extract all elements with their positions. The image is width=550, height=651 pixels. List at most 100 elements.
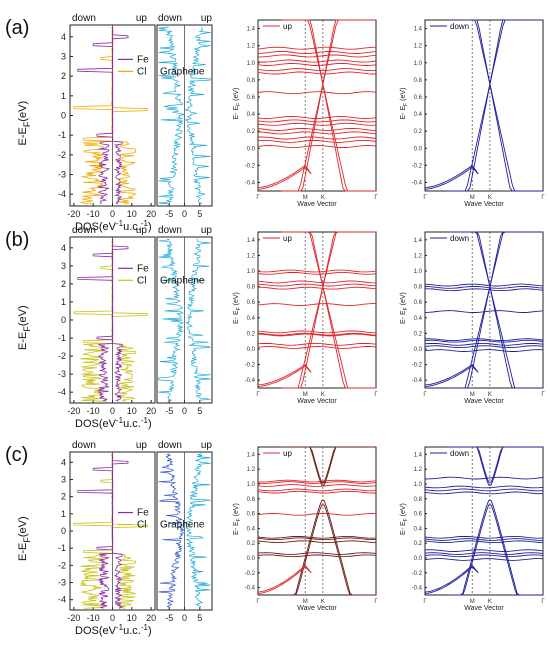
band-ytick-label: 0.2 [247,129,256,135]
low-band [424,365,479,387]
dos-xtick-label: 10 [127,613,137,623]
dos-ylabel-unit: (eV) [17,305,29,326]
kpoint-label: M [470,599,475,605]
low-band [257,166,312,190]
dos-ytick-label: -3 [58,578,66,588]
dirac-band [448,446,543,483]
dos-down-label: down [72,225,96,236]
band-ylabel: E- EF (eV) [233,88,242,120]
flat-band [424,338,544,342]
dos-xlabel-sup2: -1 [141,219,149,228]
dos-xtick-label: -20 [67,613,80,623]
band-ytick-label: 1.0 [247,482,256,488]
fe-down-curve [77,238,113,402]
band-ylabel-unit: (eV) [400,292,407,307]
band-ytick-label: 1.0 [247,61,256,67]
flat-band [257,540,377,544]
dos-ylabel-unit: (eV) [17,101,29,122]
fe-down-curve [77,26,114,205]
dos-xlabel-sup: -1 [116,416,124,425]
band-ytick-label: 0.4 [414,316,423,322]
band-ytick-label: 0.4 [414,526,423,532]
band-ylabel: E- EF (eV) [400,88,409,120]
band-ylabel-sub: F [236,518,242,521]
kpoint-label: K [321,392,325,398]
dos-xlabel-rest: u.c. [123,418,141,430]
flat-band [257,115,377,119]
flat-band [257,346,377,349]
dos-xtick-label: -10 [87,406,100,416]
band-frame [257,446,377,596]
dirac-band [281,19,376,192]
band-ytick-label: 0.6 [247,512,256,518]
graphene-up-label: up [201,440,213,451]
flat-band [257,271,377,275]
band-ytick-label: 0.0 [414,556,423,562]
band-ytick-label: 0.6 [414,95,423,101]
flat-band [257,481,377,484]
band-ytick-label: 1.2 [414,44,423,50]
dos-ytick-label: -1 [58,333,66,343]
band-ytick-label: 0.0 [414,146,423,152]
dos-xtick-label: 10 [127,209,137,219]
dos-ylabel: E-EF(eV) [17,305,32,350]
dos-xlabel-rest: u.c. [123,221,141,233]
band-ytick-label: -0.2 [245,571,256,577]
kpoint-label: Γ [541,195,545,201]
dirac-band [281,446,376,483]
band-ytick-label: 1.4 [247,27,256,33]
flat-band [257,139,377,143]
dos-ytick-label: 1 [61,91,66,101]
graphene-label: Graphene [160,66,205,77]
flat-band [424,554,544,558]
band-ytick-label: 1.2 [247,44,256,50]
dos-xtick-label: -10 [87,613,100,623]
band-ytick-label: 0.6 [414,512,423,518]
dos-xlabel-rest: u.c. [123,625,141,637]
flat-band [424,342,544,346]
panel-label: (b) [5,229,29,251]
band-panel-up: 1.4 1.2 1.0 0.8 0.6 0.4 0.2 0.0 -0.2 -0.4 Γ M K Γ Wave… [233,19,378,208]
dos-ytick-label: 1 [61,297,66,307]
flat-band [257,342,377,346]
band-ytick-label: 1.4 [247,452,256,458]
flat-band [425,288,544,292]
dos-xtick-label: 0 [110,406,115,416]
band-ytick-label: -0.2 [412,363,423,369]
kpoint-label: Γ [423,195,427,201]
dos-xtick-label: 20 [146,406,156,416]
dos-xtick-label: 10 [127,406,137,416]
flat-band [257,68,377,72]
band-panel-down: 1.4 1.2 1.0 0.8 0.6 0.4 0.2 0.0 -0.2 -0.4 Γ M K Γ Wave… [400,19,545,208]
kpoint-label: M [303,599,308,605]
low-band [424,166,479,190]
dos-ytick-label: 3 [61,261,66,271]
graphene-up-curve [184,26,212,205]
band-ytick-label: 0.2 [414,541,423,547]
band-ytick-label: 0.0 [247,556,256,562]
kpoint-label: Γ [423,392,427,398]
flat-band [257,62,377,66]
low-band [257,365,312,387]
band-panel-down: 1.4 1.2 1.0 0.8 0.6 0.4 0.2 0.0 -0.2 -0.4 Γ M K Γ Wave… [400,446,545,612]
dirac-band [281,19,376,192]
band-frame [424,231,544,389]
graphene-xtick-label: 0 [182,613,187,623]
dos-ytick-label: 2 [61,279,66,289]
kpoint-label: Γ [541,599,545,605]
dirac-band [448,19,543,192]
band-ytick-label: -0.4 [245,586,256,592]
flat-band [424,485,544,489]
band-ytick-label: 0.2 [247,331,256,337]
band-ytick-label: -0.2 [412,571,423,577]
dos-ytick-label: -2 [58,351,66,361]
band-ylabel-sub: F [236,307,242,310]
flat-band [257,479,377,483]
dirac-band [448,19,543,192]
band-xlabel: Wave Vector [297,398,337,405]
dos-ylabel: E-EF(eV) [17,516,32,561]
flat-band [257,552,377,555]
